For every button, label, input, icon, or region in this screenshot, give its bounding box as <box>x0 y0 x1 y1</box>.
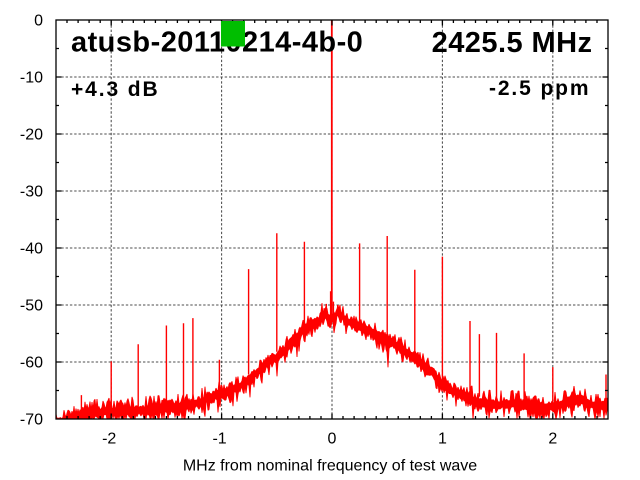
svg-text:-1: -1 <box>212 431 226 448</box>
svg-text:-30: -30 <box>20 183 43 200</box>
svg-text:MHz from nominal frequency of: MHz from nominal frequency of test wave <box>183 458 477 475</box>
svg-text:2425.5 MHz: 2425.5 MHz <box>432 27 593 59</box>
svg-text:2: 2 <box>548 431 557 448</box>
svg-text:0: 0 <box>328 431 337 448</box>
svg-text:atusb-20110214-4b-0: atusb-20110214-4b-0 <box>71 27 363 59</box>
svg-text:-2.5 ppm: -2.5 ppm <box>489 77 591 100</box>
svg-text:1: 1 <box>438 431 447 448</box>
svg-text:+4.3 dB: +4.3 dB <box>71 78 160 101</box>
svg-text:-60: -60 <box>20 354 43 371</box>
svg-text:0: 0 <box>34 12 43 29</box>
svg-text:-70: -70 <box>20 411 43 428</box>
svg-text:-10: -10 <box>20 69 43 86</box>
svg-text:-2: -2 <box>102 431 116 448</box>
svg-text:-40: -40 <box>20 240 43 257</box>
svg-text:-20: -20 <box>20 126 43 143</box>
svg-text:-50: -50 <box>20 297 43 314</box>
